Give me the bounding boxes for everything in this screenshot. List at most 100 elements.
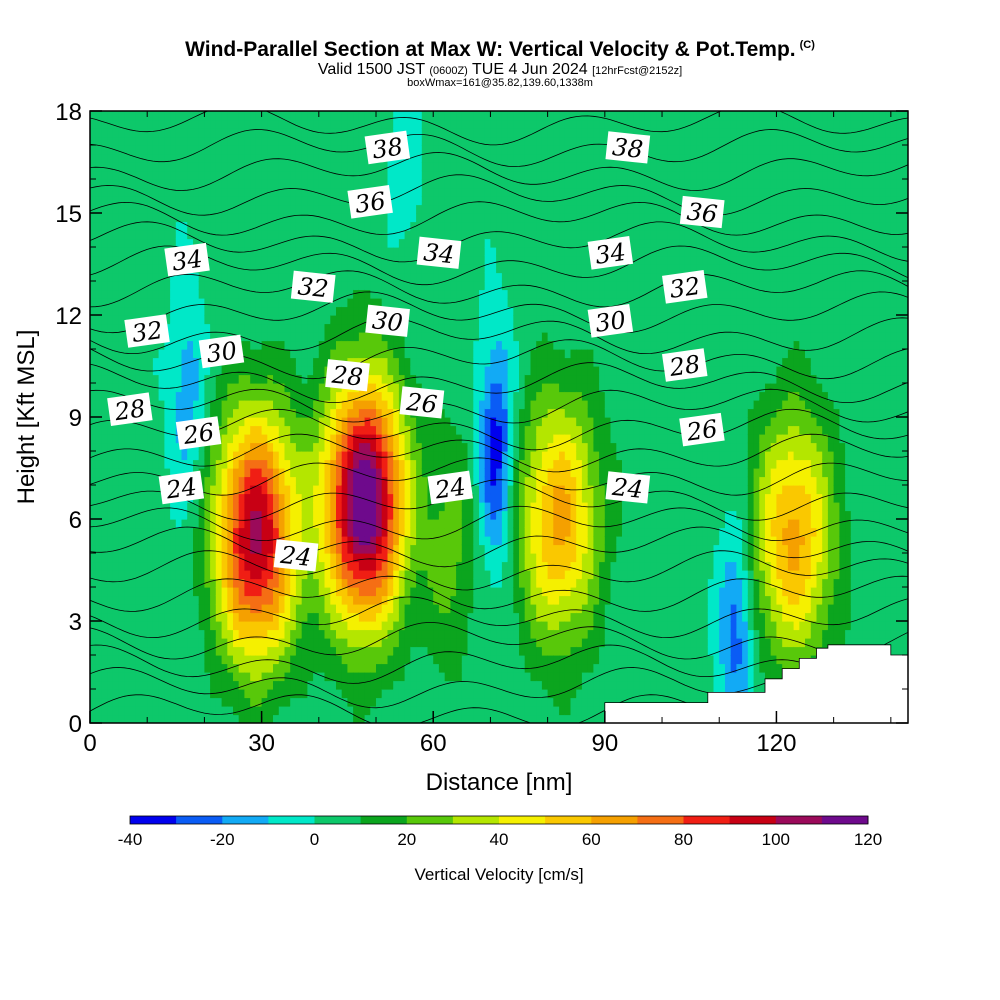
velocity-cell bbox=[364, 247, 371, 257]
velocity-cell bbox=[318, 697, 326, 707]
velocity-cell bbox=[336, 527, 343, 537]
velocity-cell bbox=[307, 434, 314, 444]
velocity-cell bbox=[473, 187, 480, 197]
velocity-cell bbox=[181, 459, 188, 469]
velocity-cell bbox=[393, 281, 400, 291]
velocity-cell bbox=[364, 680, 371, 690]
velocity-cell bbox=[107, 451, 114, 461]
velocity-cell bbox=[158, 621, 165, 631]
velocity-cell bbox=[433, 655, 440, 665]
velocity-cell bbox=[364, 417, 371, 427]
velocity-cell bbox=[90, 493, 97, 503]
velocity-cell bbox=[227, 264, 234, 274]
velocity-cell bbox=[479, 519, 486, 529]
velocity-cell bbox=[307, 383, 314, 393]
velocity-cell bbox=[158, 689, 165, 699]
velocity-cell bbox=[284, 706, 291, 716]
velocity-cell bbox=[421, 689, 429, 699]
velocity-cell bbox=[118, 714, 125, 723]
velocity-cell bbox=[438, 442, 446, 452]
velocity-cell bbox=[404, 238, 411, 248]
velocity-cell bbox=[215, 408, 223, 418]
velocity-cell bbox=[467, 400, 474, 410]
velocity-cell bbox=[261, 128, 268, 138]
velocity-cell bbox=[290, 383, 297, 393]
velocity-cell bbox=[444, 544, 451, 554]
velocity-cell bbox=[381, 459, 388, 469]
velocity-cell bbox=[376, 544, 383, 554]
velocity-cell bbox=[233, 527, 240, 537]
velocity-cell bbox=[416, 187, 423, 197]
velocity-cell bbox=[170, 315, 177, 325]
velocity-cell bbox=[152, 493, 160, 503]
velocity-cell bbox=[90, 544, 97, 554]
velocity-cell bbox=[261, 196, 268, 206]
velocity-cell bbox=[324, 638, 331, 648]
velocity-cell bbox=[170, 391, 177, 401]
velocity-cell bbox=[187, 621, 194, 631]
velocity-cell bbox=[387, 366, 394, 376]
velocity-cell bbox=[90, 111, 97, 121]
velocity-cell bbox=[210, 289, 217, 299]
velocity-cell bbox=[427, 553, 434, 563]
velocity-cell bbox=[147, 502, 154, 512]
velocity-cell bbox=[324, 391, 331, 401]
velocity-cell bbox=[107, 485, 114, 495]
velocity-cell bbox=[255, 238, 263, 248]
velocity-cell bbox=[330, 332, 337, 342]
velocity-cell bbox=[444, 697, 451, 707]
velocity-cell bbox=[124, 612, 131, 622]
velocity-cell bbox=[158, 536, 165, 546]
velocity-cell bbox=[318, 417, 326, 427]
velocity-cell bbox=[255, 374, 263, 384]
velocity-cell bbox=[330, 561, 337, 571]
velocity-cell bbox=[181, 578, 188, 588]
velocity-cell bbox=[421, 153, 429, 163]
velocity-cell bbox=[358, 663, 366, 673]
velocity-cell bbox=[393, 111, 400, 121]
velocity-cell bbox=[467, 170, 474, 180]
velocity-cell bbox=[461, 187, 469, 197]
velocity-cell bbox=[473, 383, 480, 393]
velocity-cell bbox=[387, 383, 394, 393]
velocity-cell bbox=[364, 646, 371, 656]
velocity-cell bbox=[193, 561, 200, 571]
velocity-cell bbox=[215, 247, 223, 257]
velocity-cell bbox=[181, 349, 188, 359]
velocity-cell bbox=[318, 706, 326, 716]
velocity-cell bbox=[112, 145, 120, 155]
velocity-cell bbox=[313, 187, 320, 197]
velocity-cell bbox=[250, 170, 257, 180]
velocity-cell bbox=[324, 417, 331, 427]
velocity-cell bbox=[215, 230, 223, 240]
velocity-cell bbox=[261, 442, 268, 452]
velocity-cell bbox=[198, 706, 205, 716]
velocity-cell bbox=[444, 655, 451, 665]
velocity-cell bbox=[204, 638, 211, 648]
velocity-cell bbox=[227, 391, 234, 401]
velocity-cell bbox=[421, 204, 429, 214]
velocity-cell bbox=[141, 553, 148, 563]
velocity-cell bbox=[358, 153, 366, 163]
velocity-cell bbox=[95, 136, 102, 146]
velocity-cell bbox=[393, 366, 400, 376]
velocity-cell bbox=[313, 697, 320, 707]
velocity-cell bbox=[290, 247, 297, 257]
velocity-cell bbox=[421, 527, 429, 537]
velocity-cell bbox=[398, 476, 406, 486]
velocity-cell bbox=[376, 621, 383, 631]
velocity-cell bbox=[147, 485, 154, 495]
velocity-cell bbox=[318, 536, 326, 546]
velocity-cell bbox=[238, 204, 245, 214]
velocity-cell bbox=[181, 323, 188, 333]
velocity-cell bbox=[124, 714, 131, 723]
velocity-cell bbox=[295, 629, 303, 639]
velocity-cell bbox=[250, 281, 257, 291]
velocity-cell bbox=[175, 179, 183, 189]
velocity-cell bbox=[358, 553, 366, 563]
velocity-cell bbox=[307, 400, 314, 410]
velocity-cell bbox=[438, 289, 446, 299]
velocity-cell bbox=[261, 646, 268, 656]
velocity-cell bbox=[261, 408, 268, 418]
velocity-cell bbox=[124, 553, 131, 563]
